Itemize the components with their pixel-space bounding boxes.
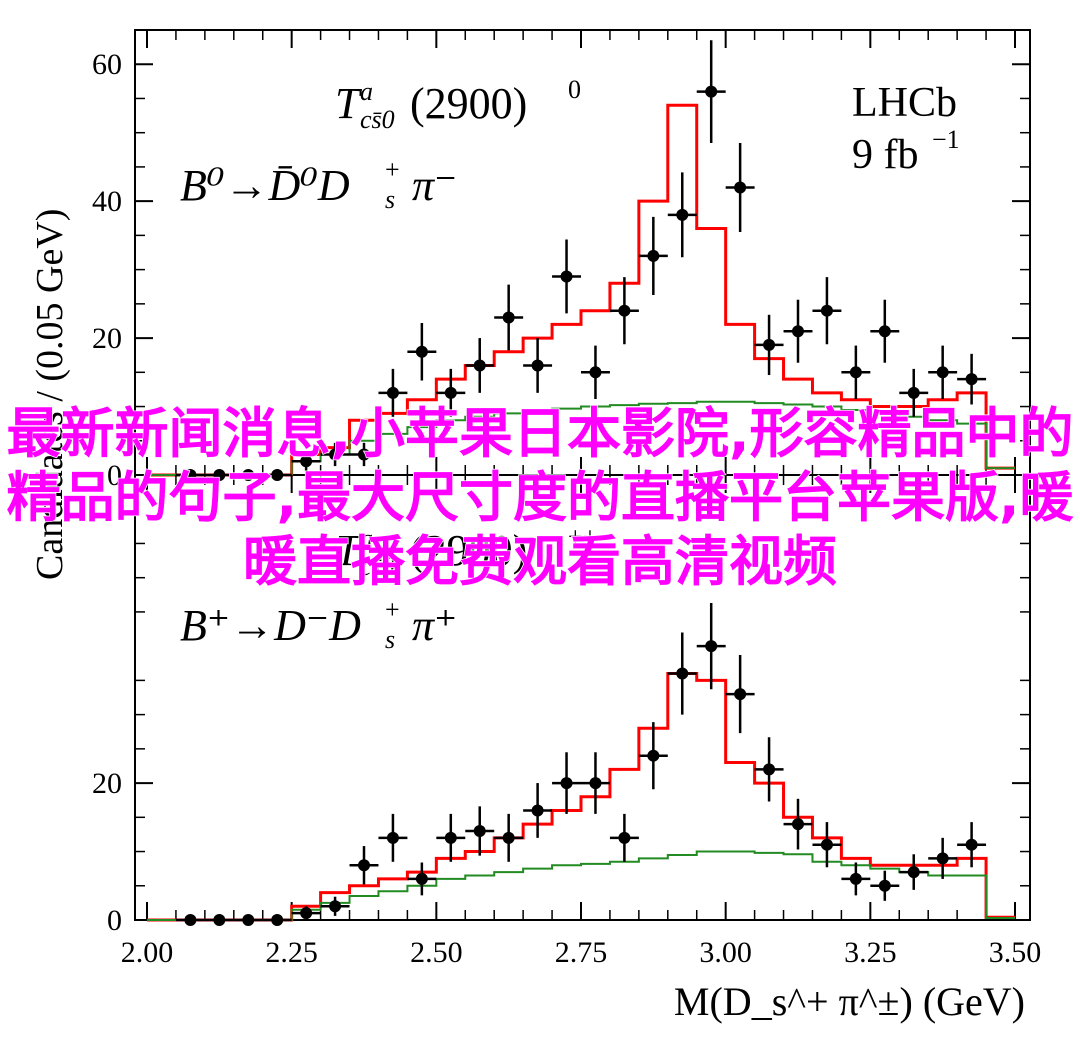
- top-data-point: [907, 386, 920, 399]
- top-data-point: [502, 311, 515, 324]
- bottom-decay-sup: +: [385, 595, 400, 624]
- top-state-charge: 0: [568, 75, 581, 104]
- top-ytick-label: 20: [92, 322, 122, 355]
- bottom-data-point: [820, 838, 833, 851]
- bottom-data-point: [184, 914, 197, 926]
- watermark-overlay-text: 最新新闻消息,小苹果日本影院,形容精品中的精品的句子,最大尺寸度的直播平台苹果版…: [6, 401, 1075, 594]
- bottom-decay-sub: s: [385, 625, 395, 654]
- bottom-data-point: [647, 749, 660, 762]
- bottom-data-point: [936, 852, 949, 865]
- top-decay-sup: +: [385, 155, 400, 184]
- bottom-state-charge: ++: [568, 522, 597, 551]
- bottom-data-point: [560, 777, 573, 790]
- bottom-data-point: [386, 831, 399, 844]
- top-decay-annotation: B⁰→D̄⁰D: [180, 161, 350, 210]
- top-data-point: [849, 366, 862, 379]
- top-data-point: [792, 325, 804, 338]
- top-data-point: [300, 455, 313, 468]
- top-data-point: [386, 386, 399, 399]
- top-data-point: [444, 386, 457, 399]
- bottom-data-point: [589, 777, 602, 790]
- bottom-data-point: [878, 879, 891, 892]
- top-data-point: [676, 208, 689, 221]
- bottom-data-point: [763, 763, 776, 776]
- top-data-point: [271, 469, 284, 481]
- top-data-point: [820, 304, 833, 317]
- top-data-point: [936, 366, 949, 379]
- top-data-point: [589, 366, 602, 379]
- bottom-data-point: [965, 838, 978, 851]
- bottom-data-point: [415, 872, 428, 885]
- bottom-data-point: [473, 825, 486, 837]
- top-data-point: [242, 469, 255, 481]
- top-data-point: [531, 359, 544, 372]
- xtick-label: 3.25: [844, 936, 897, 969]
- top-decay-pi: π⁻: [412, 161, 457, 210]
- bottom-data-point: [531, 804, 544, 817]
- bottom-data-point: [705, 640, 718, 653]
- bottom-data-point: [676, 667, 689, 680]
- bottom-frame: [134, 474, 1031, 921]
- top-data-point: [734, 181, 747, 194]
- top-data-point: [415, 345, 428, 358]
- bottom-ytick-label: 20: [92, 767, 122, 800]
- xtick-label: 2.00: [121, 936, 174, 969]
- top-data-point: [763, 338, 776, 351]
- bottom-ytick-label: 0: [107, 904, 122, 937]
- panel-bottom: T a cs̄0 (2900) ++ B⁺→D⁻D s + π⁺ M(D_s^+…: [134, 474, 1031, 1024]
- bottom-data-point: [792, 818, 804, 831]
- bottom-data-point: [502, 831, 515, 844]
- top-state-mass: (2900): [410, 79, 527, 128]
- experiment-label: LHCb: [852, 80, 957, 126]
- bottom-data-point: [329, 900, 342, 913]
- bottom-data-point: [213, 914, 226, 926]
- bottom-data-point: [242, 914, 255, 926]
- top-state-sub: cs̄0: [360, 105, 395, 134]
- top-data-point: [213, 469, 226, 481]
- xtick-label: 3.00: [699, 936, 752, 969]
- bottom-data-point: [618, 831, 631, 844]
- bottom-decay-pi: π⁺: [412, 601, 457, 650]
- top-data-point: [965, 373, 978, 386]
- y-axis-label: Candidates / (0.05 GeV): [29, 209, 71, 580]
- top-decay-sub: s: [385, 185, 395, 214]
- top-data-point: [560, 270, 573, 283]
- bottom-data-point: [849, 872, 862, 885]
- top-data-point: [647, 249, 660, 262]
- bottom-decay-annotation: B⁺→D⁻D: [180, 601, 361, 650]
- bottom-series-background-fit: [147, 850, 1015, 921]
- bottom-data-point: [358, 859, 370, 872]
- bottom-state-mass: (2900): [410, 526, 527, 575]
- xtick-label: 3.50: [989, 936, 1042, 969]
- luminosity-exp: −1: [932, 125, 960, 154]
- top-data-point: [184, 469, 197, 481]
- top-ytick-label: 0: [107, 459, 122, 492]
- bottom-data-point: [907, 866, 920, 879]
- x-axis-label: M(D_s^+ π^±) (GeV): [674, 979, 1025, 1024]
- bottom-data-point: [271, 914, 284, 926]
- bottom-state-sub: cs̄0: [360, 552, 395, 581]
- luminosity-label: 9 fb: [852, 132, 919, 178]
- bottom-data-point: [734, 688, 747, 701]
- top-data-point: [705, 85, 718, 98]
- top-data-point: [618, 304, 631, 317]
- top-ytick-label: 40: [92, 185, 122, 218]
- top-ytick-label: 60: [92, 48, 122, 81]
- bottom-state-annotation: T: [335, 526, 363, 575]
- xtick-label: 2.50: [410, 936, 463, 969]
- bottom-state-sup: a: [360, 524, 373, 553]
- bottom-data-point: [444, 831, 457, 844]
- xtick-label: 2.75: [555, 936, 608, 969]
- panel-top: T a cs̄0 (2900) 0 B⁰→D̄⁰D s + π⁻ LHCb 9 …: [29, 29, 1031, 580]
- top-data-point: [329, 448, 342, 461]
- top-data-point: [358, 448, 370, 461]
- bottom-data-point: [300, 907, 313, 920]
- xtick-label: 2.25: [265, 936, 318, 969]
- top-state-sup: a: [360, 77, 373, 106]
- top-data-point: [473, 359, 486, 372]
- top-data-point: [878, 325, 891, 338]
- top-state-annotation: T: [335, 79, 363, 128]
